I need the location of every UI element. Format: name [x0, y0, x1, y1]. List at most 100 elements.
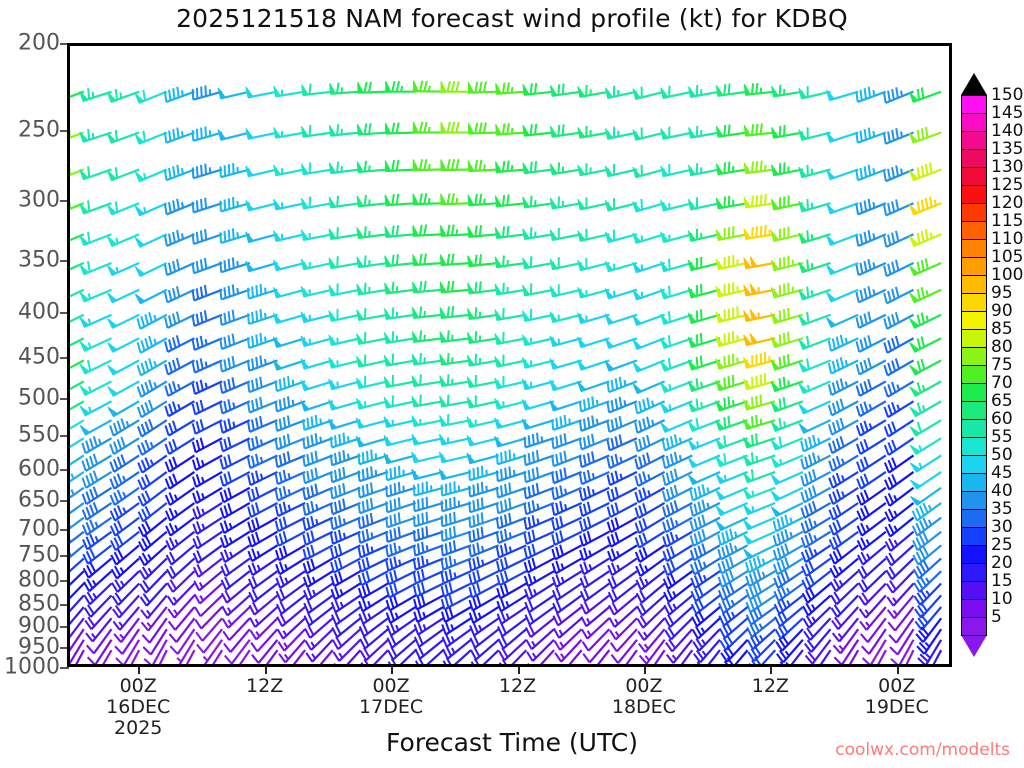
y-tick-mark-900 [60, 626, 69, 629]
y-tick-mark-500 [60, 398, 69, 401]
wind-barb [328, 256, 361, 270]
wind-barb [137, 502, 168, 523]
wind-barb [329, 482, 361, 500]
wind-barb [70, 288, 85, 298]
wind-barb [553, 628, 583, 651]
wind-barb [498, 649, 528, 664]
wind-barb [272, 259, 306, 272]
wind-barb [828, 436, 859, 455]
colorbar-cell-5 [961, 617, 987, 636]
wind-barb [300, 258, 333, 271]
wind-barb [70, 201, 85, 210]
wind-barb [581, 628, 611, 652]
wind-barb [606, 486, 638, 503]
wind-barb [219, 399, 251, 415]
wind-barb [554, 639, 583, 663]
wind-barb [771, 125, 804, 139]
wind-barb [743, 530, 776, 545]
colorbar-cell-55 [961, 437, 987, 456]
wind-barb [466, 375, 499, 389]
wind-barb [164, 486, 196, 506]
wind-barb [194, 606, 223, 630]
wind-barb [413, 594, 444, 611]
wind-barb [551, 485, 583, 501]
y-tick-label-500: 500 [18, 385, 60, 411]
wind-barb [328, 399, 361, 411]
colorbar[interactable]: 5 10 15 20 25 30 35 40 45 50 55 60 65 70 75 80 85 90 95 100… [961, 73, 1023, 657]
wind-barb [356, 308, 389, 322]
wind-barb [715, 255, 748, 271]
wind-barb [715, 331, 748, 348]
wind-barb [191, 437, 223, 454]
wind-barb [466, 353, 499, 367]
x-tick-label-6: 00Z 19DEC [865, 676, 929, 718]
wind-barb [221, 606, 251, 629]
wind-barb [606, 516, 638, 534]
wind-barb [195, 617, 223, 642]
wind-barb [798, 230, 831, 245]
wind-barb [549, 124, 582, 138]
wind-barb [551, 557, 583, 575]
wind-barb [329, 498, 361, 516]
wind-barb [910, 471, 942, 490]
wind-barb [137, 437, 168, 456]
wind-barb [332, 638, 362, 662]
wind-barb [549, 257, 582, 271]
plot-area[interactable] [67, 43, 952, 667]
wind-barb [688, 84, 721, 98]
wind-barb [383, 434, 416, 447]
colorbar-cell-140 [961, 131, 987, 150]
y-tick-label-650: 650 [18, 487, 60, 513]
wind-barb [743, 225, 776, 241]
wind-barb [164, 357, 195, 376]
x-tick-mark-1 [264, 667, 267, 674]
colorbar-label-65: 65 [991, 391, 1013, 411]
wind-barb [469, 628, 500, 649]
wind-barb [304, 617, 334, 639]
wind-barb [770, 436, 804, 451]
wind-barb [102, 649, 113, 664]
y-tick-mark-450 [60, 357, 69, 360]
wind-barb [743, 332, 776, 347]
wind-barb [578, 485, 610, 502]
wind-barb [877, 649, 887, 664]
wind-barb [632, 86, 665, 100]
wind-barb [634, 452, 666, 471]
wind-barb [800, 544, 832, 564]
wind-barb [521, 418, 555, 430]
wind-barb [440, 526, 472, 543]
wind-barb [884, 530, 915, 552]
wind-barb [910, 486, 942, 506]
wind-barb [383, 353, 416, 367]
wind-barb [328, 378, 361, 391]
wind-barb [246, 453, 278, 470]
wind-barb [440, 158, 472, 172]
colorbar-label-45: 45 [991, 463, 1013, 483]
wind-barb [239, 649, 251, 664]
wind-barb [549, 227, 582, 242]
y-tick-label-950: 950 [18, 634, 60, 660]
wind-barb [307, 649, 334, 664]
wind-barb [386, 628, 417, 649]
wind-barb [663, 606, 694, 628]
wind-barb [770, 486, 804, 502]
wind-barb [661, 451, 693, 470]
y-tick-label-400: 400 [18, 299, 60, 325]
wind-barb [439, 374, 472, 388]
wind-barb [439, 305, 472, 319]
wind-barb [886, 582, 915, 607]
wind-barb [468, 481, 499, 498]
wind-barb [525, 617, 555, 638]
wind-barb [191, 419, 223, 435]
wind-barb [802, 606, 832, 629]
colorbar-cell-145 [961, 113, 987, 132]
wind-barb [665, 628, 694, 653]
wind-barb [495, 543, 527, 559]
wind-barb [883, 199, 914, 217]
wind-barb [495, 497, 527, 515]
wind-barb [440, 481, 472, 497]
wind-barb [495, 512, 527, 530]
wind-barb [330, 582, 361, 601]
colorbar-cell-50 [961, 455, 987, 474]
wind-barb [70, 502, 85, 515]
